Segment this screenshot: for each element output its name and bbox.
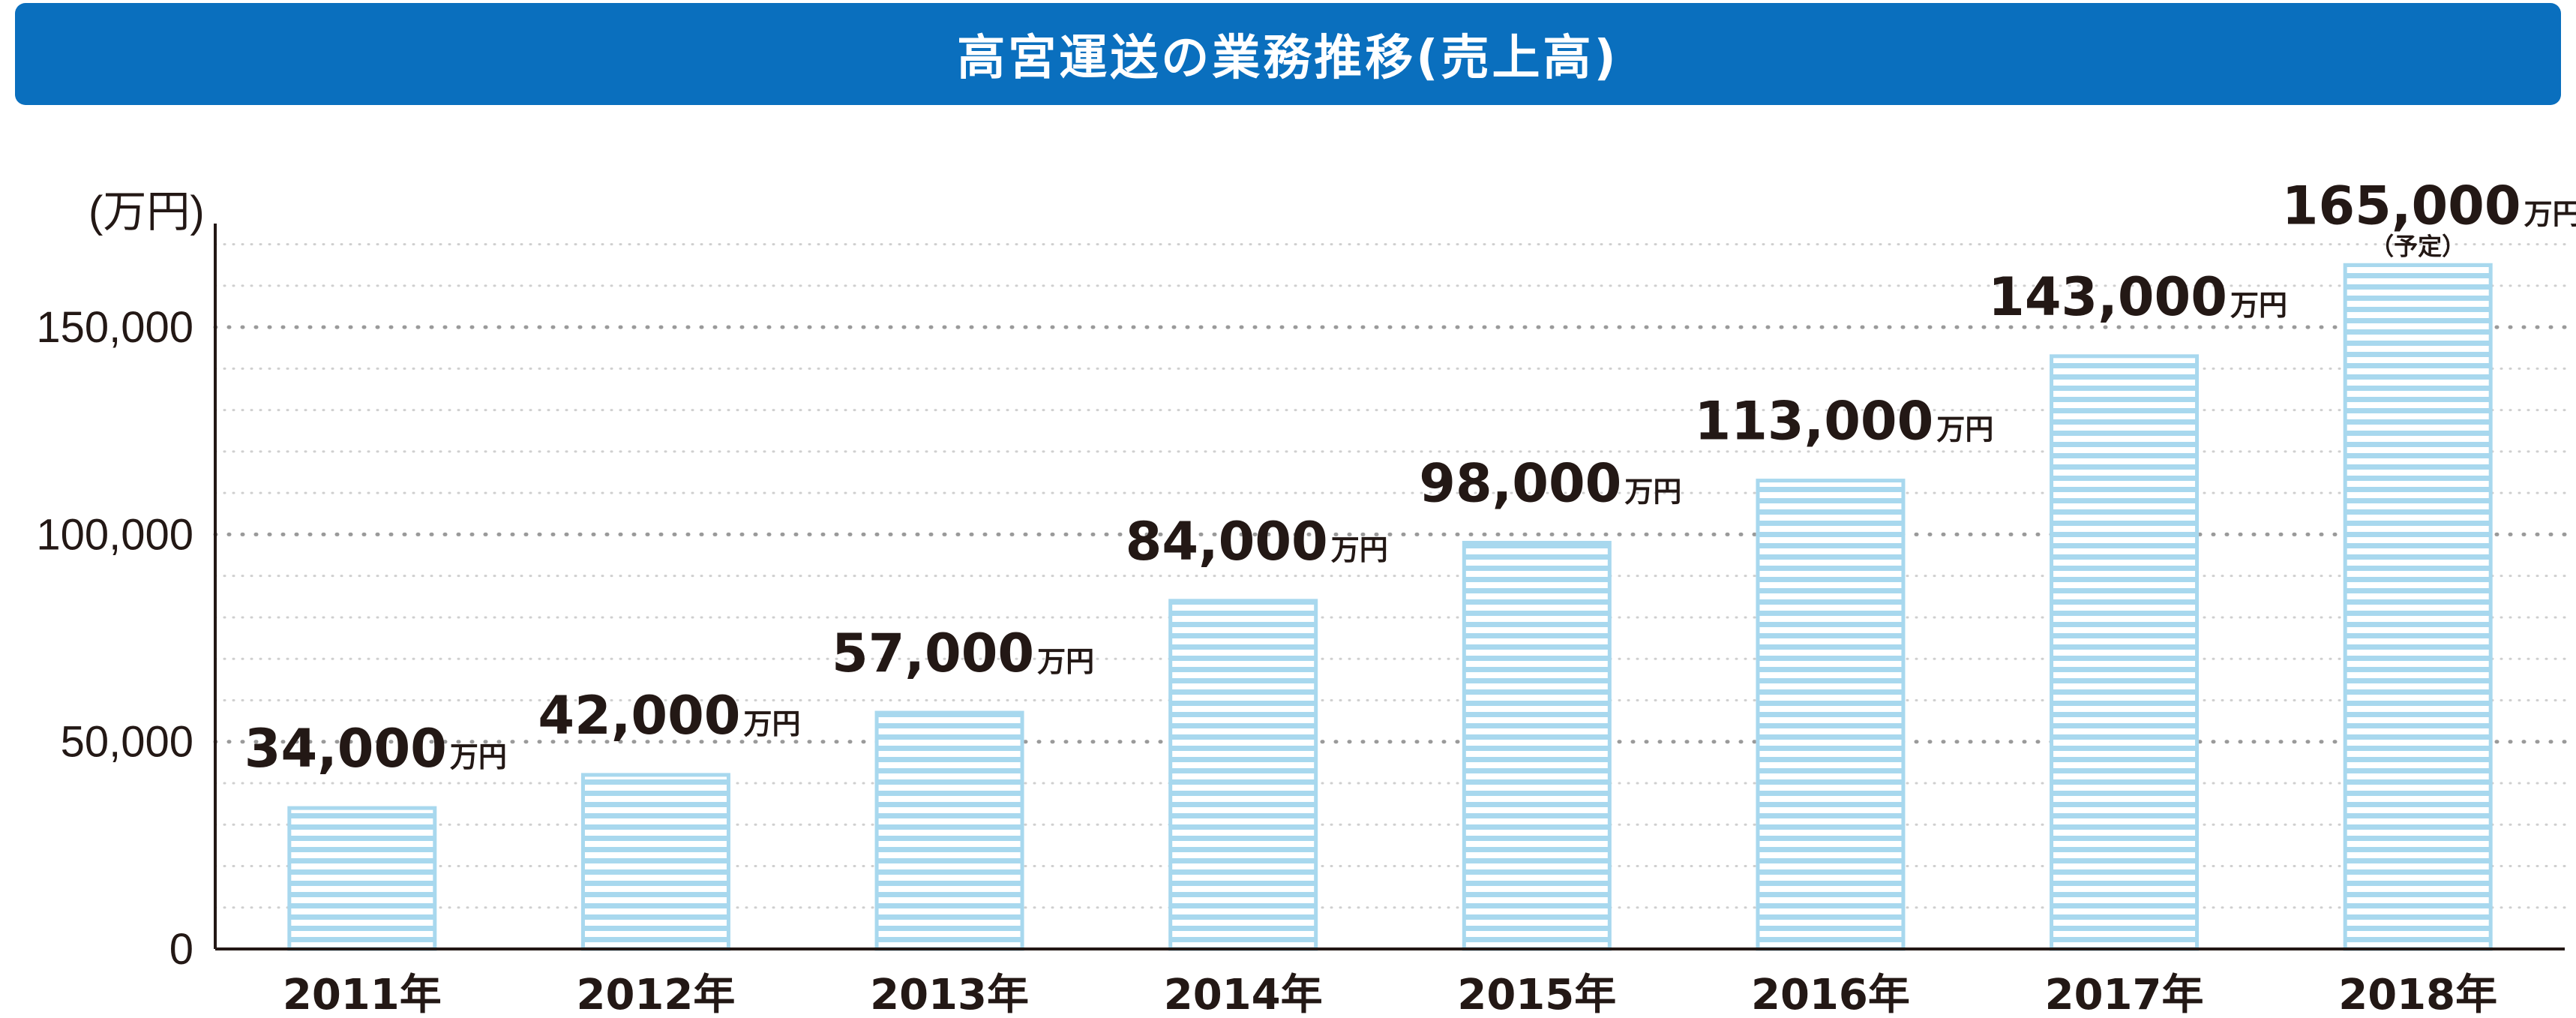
- value-unit: 万円: [1936, 413, 1993, 446]
- value-number: 42,000: [538, 685, 740, 746]
- y-tick-label: 0: [169, 925, 193, 974]
- y-tick-label: 100,000: [36, 510, 193, 559]
- value-unit: 万円: [1331, 533, 1388, 566]
- value-label: 143,000 万円: [1988, 266, 2287, 328]
- value-unit: 万円: [450, 740, 507, 773]
- chart-title-bar: 高宮運送の業務推移(売上高): [15, 3, 2561, 105]
- annotation-label: （予定）: [2370, 232, 2466, 260]
- bar-2018年: [2343, 263, 2493, 951]
- y-tick-label: 50,000: [61, 718, 193, 767]
- chart-title: 高宮運送の業務推移(売上高): [957, 31, 1619, 86]
- bar-2015年: [1462, 540, 1612, 951]
- value-unit: 万円: [2524, 197, 2576, 230]
- value-label: 113,000 万円: [1695, 391, 1994, 452]
- value-number: 84,000: [1126, 511, 1328, 572]
- x-tick-label: 2015年: [1457, 971, 1616, 1018]
- axes: 2011年 2012年 2013年 2014年 2015年 2016年 2017年 2018年…: [36, 188, 2565, 1018]
- bar-2011年: [287, 806, 437, 951]
- value-label: 165,000 万円: [2282, 175, 2576, 236]
- bar-2013年: [874, 710, 1024, 951]
- x-tick-label: 2013年: [870, 971, 1029, 1018]
- value-label: 42,000 万円: [538, 685, 800, 746]
- value-number: 57,000: [832, 623, 1034, 684]
- y-axis-unit-label: (万円): [88, 188, 205, 236]
- x-tick-label: 2018年: [2338, 971, 2497, 1018]
- y-tick-label: 150,000: [36, 303, 193, 352]
- value-label: 34,000 万円: [244, 718, 507, 779]
- value-unit: 万円: [1624, 475, 1681, 508]
- value-number: 98,000: [1419, 452, 1621, 514]
- value-label: 57,000 万円: [832, 623, 1094, 684]
- gridlines: [213, 243, 2567, 909]
- value-label: 98,000 万円: [1419, 452, 1681, 514]
- bar-2012年: [580, 773, 730, 951]
- x-tick-label: 2012年: [577, 971, 736, 1018]
- x-tick-label: 2016年: [1751, 971, 1910, 1018]
- bar-2014年: [1168, 599, 1318, 951]
- value-unit: 万円: [2230, 289, 2287, 322]
- value-unit: 万円: [1037, 645, 1094, 678]
- x-tick-label: 2014年: [1164, 971, 1323, 1018]
- value-number: 34,000: [244, 718, 447, 779]
- bars: [287, 263, 2493, 951]
- bar-2016年: [1756, 479, 1906, 951]
- value-unit: 万円: [743, 707, 800, 740]
- value-number: 143,000: [1988, 266, 2227, 328]
- x-tick-label: 2017年: [2045, 971, 2204, 1018]
- value-number: 113,000: [1695, 391, 1934, 452]
- bar-2017年: [2050, 354, 2200, 951]
- value-number: 165,000: [2282, 175, 2521, 236]
- value-label: 84,000 万円: [1126, 511, 1388, 572]
- x-tick-label: 2011年: [283, 971, 442, 1018]
